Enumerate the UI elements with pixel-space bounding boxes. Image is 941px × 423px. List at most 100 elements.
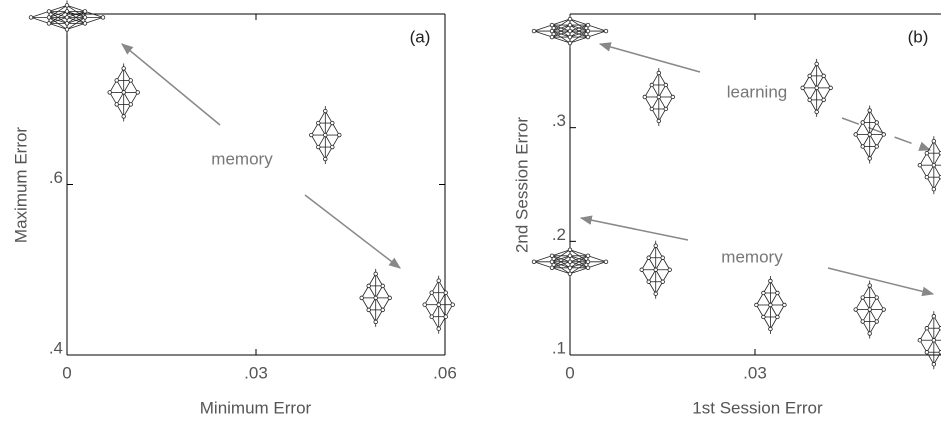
glyph-edge [588, 25, 606, 31]
glyph-node [47, 22, 51, 26]
glyph-node [568, 272, 572, 276]
glyph-node [423, 303, 427, 307]
point [532, 14, 608, 48]
glyph-node [647, 280, 651, 284]
panel-label: (a) [410, 27, 431, 46]
glyph-node [129, 103, 133, 107]
glyph-node [654, 244, 658, 248]
glyph-edge [49, 5, 67, 11]
glyph-node [875, 320, 879, 324]
x-tick-label: 0 [565, 363, 574, 382]
glyph-node [668, 268, 672, 272]
glyph-node [29, 16, 33, 20]
x-axis-label: 1st Session Error [692, 398, 823, 417]
glyph-node [647, 256, 651, 260]
x-tick-label: .03 [244, 363, 268, 382]
glyph-node [861, 145, 865, 149]
glyph-node [367, 284, 371, 288]
annotation: learning [727, 82, 788, 101]
point [918, 311, 941, 369]
glyph-node [762, 291, 766, 295]
glyph-node [451, 303, 455, 307]
glyph-node [932, 338, 936, 342]
glyph-node [586, 254, 590, 258]
point [643, 68, 675, 126]
glyph-node [661, 280, 665, 284]
glyph-node [550, 260, 554, 264]
glyph-node [861, 121, 865, 125]
glyph-node [661, 256, 665, 260]
glyph-node [815, 62, 819, 66]
glyph-node [932, 139, 936, 143]
glyph-node [317, 121, 321, 125]
glyph-node [317, 145, 321, 149]
figure: 0.03.06.4.6Minimum ErrorMaximum Error(a)… [0, 0, 941, 423]
arrow [828, 268, 933, 294]
glyph-node [925, 175, 929, 179]
glyph-node [861, 296, 865, 300]
glyph-edge [552, 19, 570, 25]
glyph-node [550, 35, 554, 39]
glyph-node [650, 83, 654, 87]
glyph-node [115, 103, 119, 107]
glyph-node [550, 266, 554, 270]
glyph-node [568, 17, 572, 21]
glyph-edge [49, 23, 67, 29]
glyph-node [776, 315, 780, 319]
glyph-node [925, 350, 929, 354]
glyph-node [671, 95, 675, 99]
glyph-node [776, 291, 780, 295]
glyph-node [136, 91, 140, 95]
y-tick-label: .6 [49, 168, 63, 187]
glyph-node [868, 332, 872, 336]
glyph-node [643, 95, 647, 99]
glyph-node [65, 28, 69, 32]
glyph-edge [588, 256, 606, 262]
glyph-node [568, 29, 572, 33]
glyph-node [374, 320, 378, 324]
glyph-node [604, 29, 608, 33]
glyph-node [367, 308, 371, 312]
glyph-edge [588, 262, 606, 268]
annotation: memory [211, 149, 273, 168]
glyph-node [854, 308, 858, 312]
glyph-edge [570, 250, 588, 256]
glyph-node [868, 157, 872, 161]
x-tick-label: .06 [433, 363, 457, 382]
glyph-node [654, 268, 658, 272]
y-tick-label: .2 [552, 225, 566, 244]
glyph-node [868, 109, 872, 113]
glyph-node [932, 163, 936, 167]
glyph-node [101, 16, 105, 20]
glyph-node [640, 268, 644, 272]
glyph-node [882, 308, 886, 312]
glyph-node [122, 115, 126, 119]
glyph-node [918, 163, 922, 167]
arrow [305, 195, 400, 268]
arrow [122, 44, 220, 125]
glyph-edge [552, 268, 570, 274]
glyph-node [310, 133, 314, 137]
y-axis-label: 2nd Session Error [512, 117, 531, 253]
glyph-node [664, 83, 668, 87]
glyph-node [925, 151, 929, 155]
glyph-node [324, 109, 328, 113]
glyph-node [532, 260, 536, 264]
glyph-node [657, 71, 661, 75]
point [29, 0, 105, 34]
glyph-node [65, 10, 69, 14]
x-tick-label: .03 [743, 363, 767, 382]
glyph-edge [534, 31, 552, 37]
glyph-node [47, 10, 51, 14]
glyph-node [769, 303, 773, 307]
glyph-node [568, 260, 572, 264]
glyph-edge [31, 17, 49, 23]
glyph-edge [570, 19, 588, 25]
glyph-node [568, 23, 572, 27]
glyph-node [868, 284, 872, 288]
glyph-node [604, 260, 608, 264]
glyph-node [437, 279, 441, 283]
glyph-node [108, 91, 112, 95]
glyph-edge [67, 23, 85, 29]
arrow [581, 218, 688, 240]
